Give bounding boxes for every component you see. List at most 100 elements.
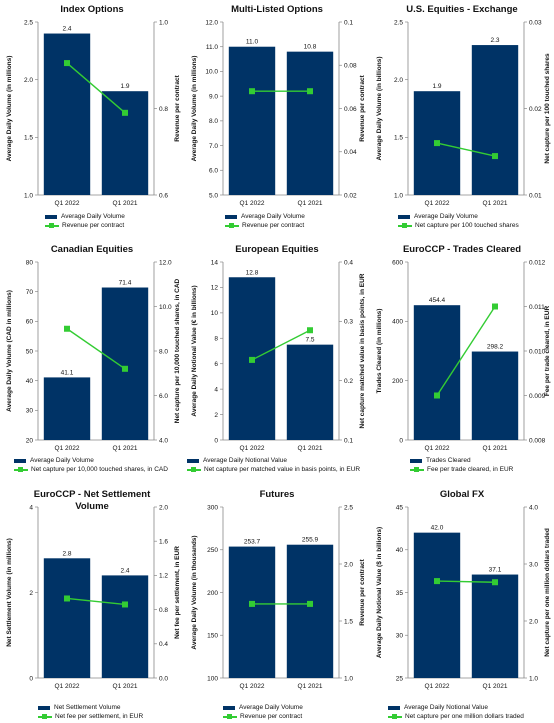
y2-tick-label: 2.0 xyxy=(344,561,353,568)
y2-axis-label: Fee per trade cleared, in EUR xyxy=(544,306,551,397)
line-marker xyxy=(307,327,313,334)
y-tick-label: 2.5 xyxy=(24,19,33,26)
y-axis-label: Average Daily Volume (in millions) xyxy=(191,56,198,162)
chart-panel-global-fx: Global FX 25 30 35 40 45 1.0 2.0 3.0 4.0 Average … xyxy=(370,485,554,723)
chart-panel-index-options: Index Options 1.0 1.5 2.0 2.5 0.6 0.8 1.0 Avera… xyxy=(0,0,184,240)
legend-line-swatch xyxy=(223,713,237,720)
y-tick-label: 400 xyxy=(392,319,403,326)
bar xyxy=(471,574,519,678)
bar xyxy=(43,377,91,440)
y-tick-label: 30 xyxy=(26,408,34,415)
y2-axis-label: Net fee per settlement, in EUR xyxy=(174,546,181,639)
y2-tick-label: 2.0 xyxy=(529,618,538,625)
x-tick-label: Q1 2022 xyxy=(425,200,450,207)
chart-legend: Net Settlement Volume Net fee per settle… xyxy=(38,703,143,721)
y2-tick-label: 12.0 xyxy=(159,259,172,266)
y-tick-label: 80 xyxy=(26,259,34,266)
y2-tick-label: 0.8 xyxy=(159,106,168,113)
line-series xyxy=(66,62,126,114)
legend-line-swatch xyxy=(187,466,201,473)
x-tick-label: Q1 2021 xyxy=(483,200,508,207)
chart-title: Multi-Listed Options xyxy=(231,4,323,15)
y-axis-label: Average Daily Volume (CAD in millions) xyxy=(6,290,13,412)
line-series xyxy=(66,597,126,606)
x-tick-label: Q1 2021 xyxy=(483,683,508,690)
y2-tick-label: 0.1 xyxy=(344,19,353,26)
y-tick-label: 40 xyxy=(396,547,404,554)
y2-tick-label: 0.02 xyxy=(344,192,357,199)
legend-item-bars: Average Daily Volume xyxy=(225,212,305,221)
legend-bar-label: Average Daily Volume xyxy=(241,213,305,220)
legend-line-label: Revenue per contract xyxy=(240,713,303,720)
line-series xyxy=(436,580,496,583)
bar-value-label: 10.8 xyxy=(304,44,317,51)
y2-tick-label: 2.0 xyxy=(159,504,168,511)
y2-tick-label: 1.2 xyxy=(159,573,168,580)
bar xyxy=(101,575,149,678)
y-tick-label: 25 xyxy=(396,675,404,682)
chart-legend: Average Daily Volume Net capture per 100… xyxy=(398,212,519,230)
bar xyxy=(471,351,519,440)
legend-bar-swatch xyxy=(45,214,57,219)
x-tick-label: Q1 2022 xyxy=(240,683,265,690)
y2-axis-label: Net capture per 100 touched shares xyxy=(544,53,551,164)
x-tick-label: Q1 2021 xyxy=(298,445,323,452)
y-tick-label: 60 xyxy=(26,319,34,326)
y2-axis-label: Revenue per contract xyxy=(174,74,181,141)
legend-item-line: Revenue per contract xyxy=(45,221,125,230)
y-axis-label: Net Settlement Volume (in millions) xyxy=(6,538,13,647)
chart-svg: 100 150 200 250 300 1.0 1.5 2.0 2.5 Average Daily… xyxy=(191,504,366,690)
y2-tick-label: 0.02 xyxy=(529,106,542,113)
chart-title: EuroCCP - Net Settlement Volume xyxy=(33,489,151,512)
line-marker xyxy=(64,60,70,67)
y2-tick-label: 4.0 xyxy=(529,504,538,511)
legend-bar-label: Average Daily Volume xyxy=(414,213,478,220)
line-marker xyxy=(64,325,70,332)
y-tick-label: 300 xyxy=(207,504,218,511)
y2-tick-label: 1.0 xyxy=(159,19,168,26)
y-tick-label: 8.0 xyxy=(209,118,218,125)
y-tick-label: 45 xyxy=(396,504,404,511)
legend-line-swatch xyxy=(14,466,28,473)
y2-axis-label: Net capture per 10,000 touched shares, i… xyxy=(174,278,181,423)
chart-svg: 1.0 1.5 2.0 2.5 0.6 0.8 1.0 Average Daily Volum… xyxy=(6,19,181,207)
chart-svg: 0 200 400 600 0.008 0.009 0.010 0.011 0.012 Trade… xyxy=(376,259,551,452)
y-tick-label: 8 xyxy=(214,336,218,343)
bar xyxy=(286,51,334,196)
y-tick-label: 2.0 xyxy=(24,77,33,84)
bar-value-label: 253.7 xyxy=(244,539,261,546)
legend-line-label: Revenue per contract xyxy=(242,222,305,229)
line-series xyxy=(251,329,311,361)
legend-line-label: Net fee per settlement, in EUR xyxy=(55,713,144,720)
x-tick-label: Q1 2021 xyxy=(113,683,138,690)
line-marker xyxy=(122,365,128,372)
legend-line-swatch xyxy=(38,713,52,720)
y-tick-label: 20 xyxy=(26,437,34,444)
y-tick-label: 2.5 xyxy=(394,19,403,26)
bar-value-label: 7.5 xyxy=(305,337,314,344)
chart-title: Canadian Equities xyxy=(50,244,134,255)
chart-legend: Average Daily Volume Revenue per contrac… xyxy=(223,703,303,721)
chart-legend: Average Daily Notional Value Net capture… xyxy=(388,703,524,721)
bar xyxy=(228,546,276,678)
y-axis-label: Average Daily Volume (in billions) xyxy=(376,56,383,160)
chart-legend: Average Daily Notional Value Net capture… xyxy=(187,456,360,474)
y2-tick-label: 0.03 xyxy=(529,19,542,26)
legend-item-bars: Average Daily Notional Value xyxy=(388,703,524,712)
y-tick-label: 9.0 xyxy=(209,93,218,100)
legend-item-line: Fee per trade cleared, in EUR xyxy=(410,465,513,474)
y2-tick-label: 0.01 xyxy=(529,192,542,199)
line-marker xyxy=(122,109,128,116)
y-tick-label: 200 xyxy=(392,378,403,385)
legend-line-label: Net capture per one million dollars trad… xyxy=(405,713,524,720)
bar xyxy=(43,558,91,678)
legend-line-label: Revenue per contract xyxy=(62,222,125,229)
chart-panel-euroccp-net-settlement-volume: EuroCCP - Net Settlement Volume 0 2 4 0.0 0.… xyxy=(0,485,184,723)
legend-line-swatch xyxy=(225,222,239,229)
y2-tick-label: 0.08 xyxy=(344,63,357,70)
y-tick-label: 100 xyxy=(207,675,218,682)
x-tick-label: Q1 2021 xyxy=(113,200,138,207)
legend-bar-swatch xyxy=(187,458,199,463)
legend-bar-swatch xyxy=(14,458,26,463)
y-tick-label: 2.0 xyxy=(394,77,403,84)
